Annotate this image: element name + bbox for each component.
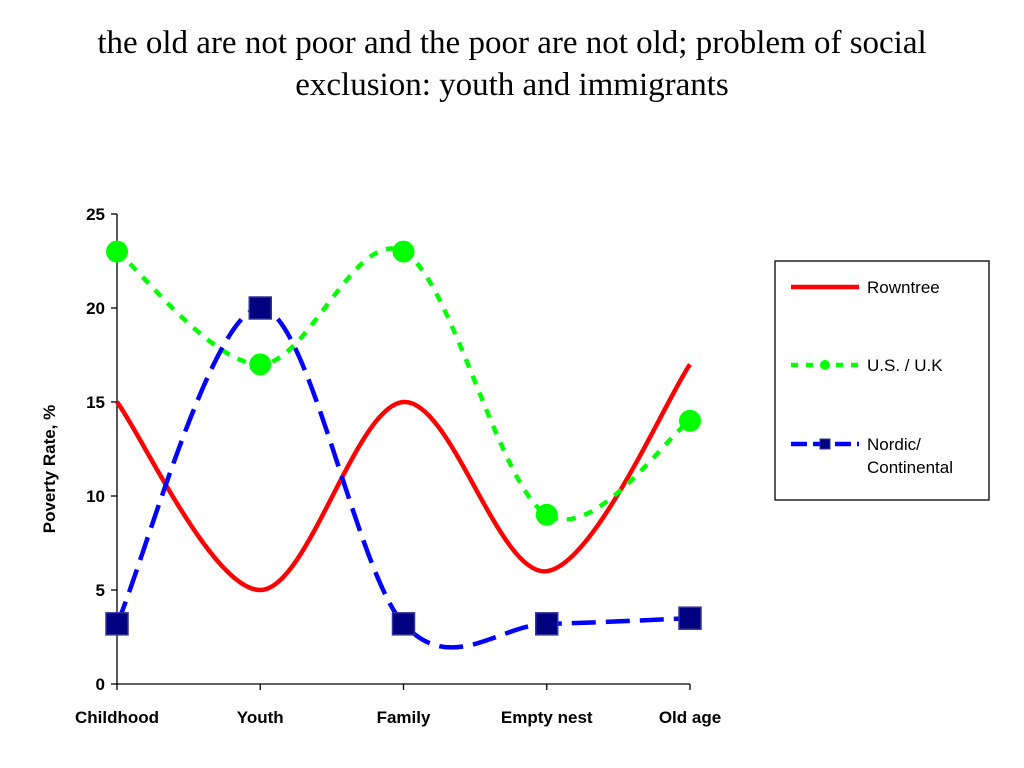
y-tick-label: 20: [86, 299, 105, 318]
series-3: [105, 296, 702, 650]
x-tick-label: Empty nest: [501, 708, 593, 727]
y-tick-label: 25: [86, 205, 105, 224]
x-tick-label: Old age: [659, 708, 721, 727]
legend-box: [774, 260, 990, 501]
legend-label: Rowntree: [867, 278, 940, 297]
data-point: [248, 296, 272, 320]
series-line: [115, 363, 692, 593]
slide-title: the old are not poor and the poor are no…: [0, 22, 1024, 106]
x-tick-label: Youth: [237, 708, 284, 727]
data-point: [679, 409, 701, 432]
y-tick-label: 5: [96, 581, 105, 600]
slide-title-line-2: exclusion: youth and immigrants: [295, 67, 729, 103]
data-point: [535, 503, 558, 526]
series-line: [114, 305, 691, 650]
y-axis-label: Poverty Rate, %: [40, 405, 59, 534]
legend-marker: [819, 438, 831, 450]
data-point: [249, 353, 272, 376]
legend-label: Continental: [867, 458, 953, 477]
y-tick-label: 10: [86, 487, 105, 506]
chart-series: [105, 240, 702, 650]
data-point: [106, 240, 128, 263]
series-1: [115, 363, 692, 593]
x-tick-label: Childhood: [75, 708, 159, 727]
data-point: [391, 612, 416, 636]
x-tick-label: Family: [377, 708, 431, 727]
chart-axes: 0 5 10 15 20 25 Childhood Youth Family Empty nest…: [40, 205, 721, 727]
data-point: [535, 612, 559, 636]
series-2: [106, 240, 701, 526]
data-point: [678, 606, 702, 630]
data-point: [392, 240, 415, 263]
legend-label: U.S. / U.K: [867, 356, 943, 375]
legend-label: Nordic/: [867, 435, 921, 454]
legend-entry-1: Rowntree: [791, 278, 940, 297]
slide-title-line-1: the old are not poor and the poor are no…: [97, 25, 927, 61]
data-point: [105, 612, 129, 636]
legend-marker: [820, 360, 830, 370]
legend-entry-3: Nordic/Continental: [791, 435, 953, 477]
legend-entry-2: U.S. / U.K: [791, 356, 943, 375]
chart-legend: Rowntree U.S. / U.K Nordic/Continental: [774, 260, 990, 501]
y-tick-label: 0: [96, 675, 105, 694]
y-tick-label: 15: [86, 393, 105, 412]
